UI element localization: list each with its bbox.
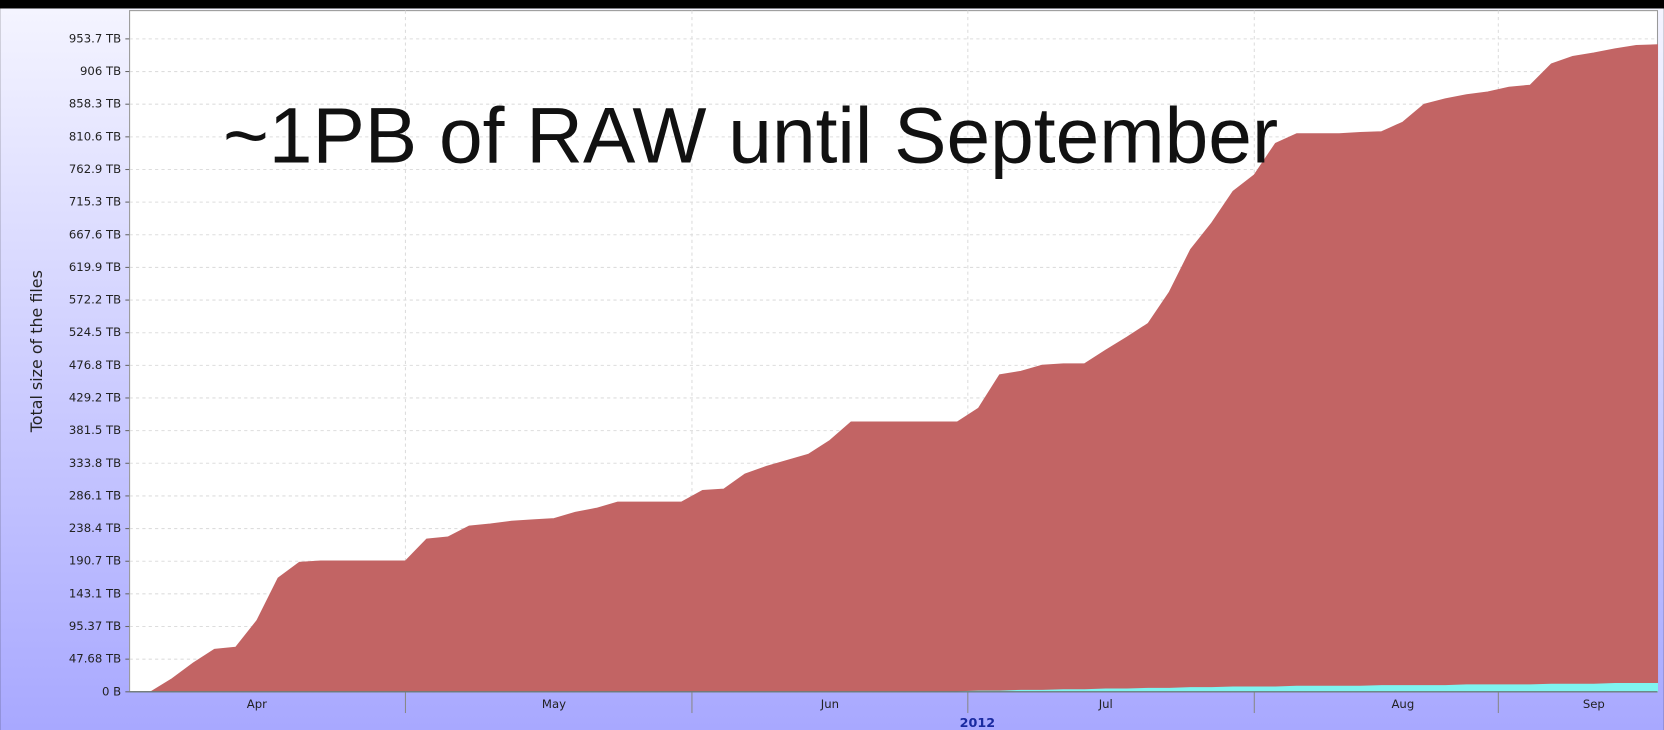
y-tick-label: 762.9 TB (69, 162, 121, 176)
x-tick-label: Jun (820, 697, 839, 711)
y-tick-label: 953.7 TB (69, 31, 121, 45)
y-tick-label: 810.6 TB (69, 129, 121, 143)
y-tick-label: 238.4 TB (69, 521, 121, 535)
marks (129, 44, 1659, 693)
x-axis-label: 2012 (960, 716, 995, 730)
y-tick-label: 715.3 TB (69, 195, 121, 209)
x-tick-label: Aug (1391, 697, 1414, 711)
y-tick-label: 286.1 TB (69, 488, 121, 502)
y-tick-label: 190.7 TB (69, 554, 121, 568)
y-tick-label: 858.3 TB (69, 97, 121, 111)
y-tick-label: 47.68 TB (69, 652, 121, 666)
y-tick-label: 0 B (102, 684, 121, 698)
y-tick-label: 619.9 TB (69, 260, 121, 274)
x-tick-label: May (542, 697, 566, 711)
y-tick-label: 476.8 TB (69, 358, 121, 372)
chart-title: ~1PB of RAW until September (223, 91, 1278, 179)
y-tick-label: 667.6 TB (69, 227, 121, 241)
y-tick-label: 143.1 TB (69, 586, 121, 600)
y-tick-label: 906 TB (80, 64, 121, 78)
y-tick-label: 333.8 TB (69, 456, 121, 470)
x-tick-label: Apr (247, 697, 267, 711)
y-axis-label: Total size of the files (27, 270, 46, 433)
x-tick-label: Sep (1583, 697, 1605, 711)
y-tick-label: 429.2 TB (69, 390, 121, 404)
y-tick-label: 95.37 TB (69, 619, 121, 633)
x-tick-label: Jul (1098, 697, 1113, 711)
labels: 0 B 47.68 TB 95.37 TB 143.1 TB 190.7 TB 238.4… (69, 31, 1605, 711)
area (129, 44, 1659, 693)
y-tick-label: 572.2 TB (69, 293, 121, 307)
y-tick-label: 524.5 TB (69, 325, 121, 339)
y-tick-label: 381.5 TB (69, 423, 121, 437)
